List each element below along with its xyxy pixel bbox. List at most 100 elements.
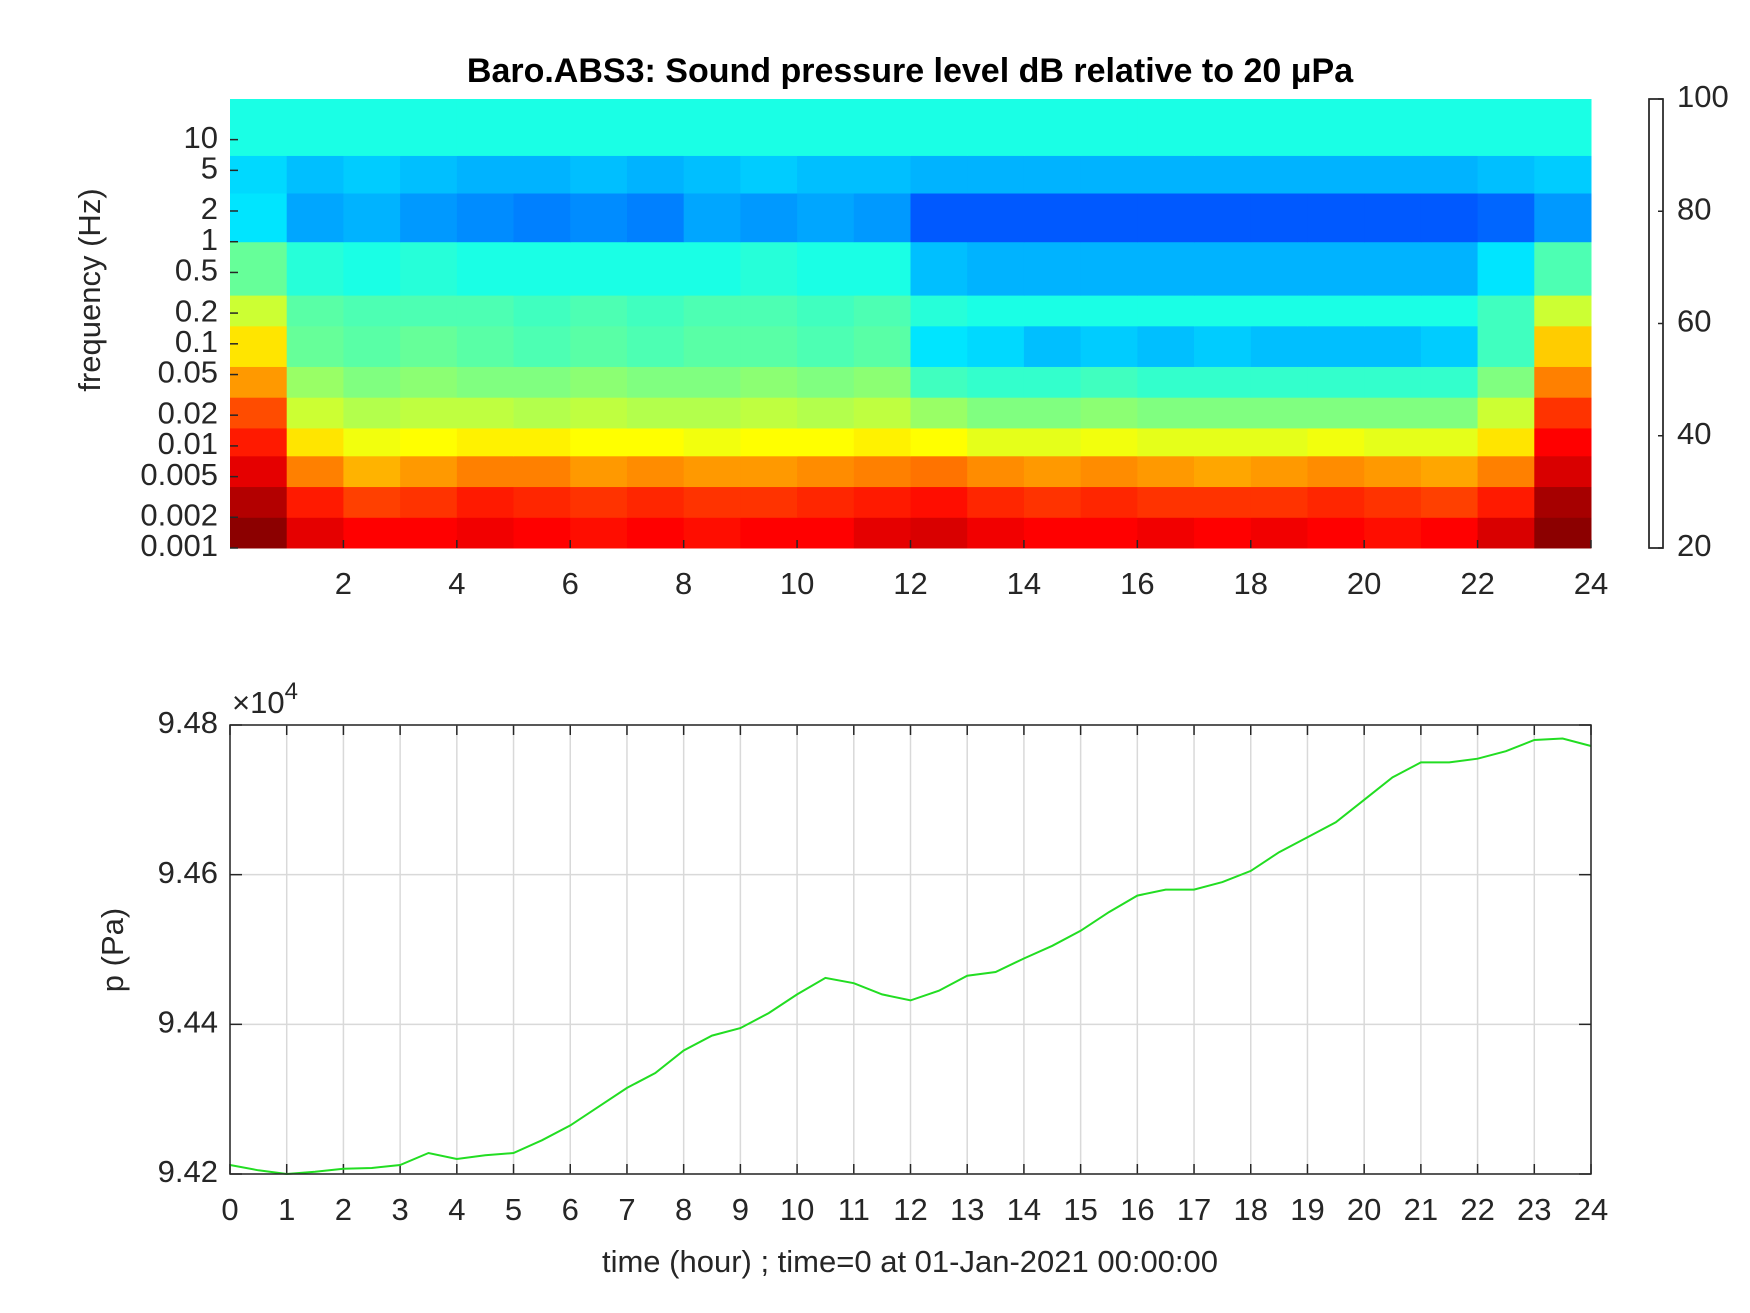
heat-cell: [343, 455, 401, 488]
heat-cell: [1080, 99, 1138, 156]
heat-cell: [626, 366, 685, 398]
heat-cell: [1250, 99, 1308, 156]
heat-cell: [400, 517, 458, 549]
heat-cell: [456, 366, 515, 398]
heat-cell: [1477, 193, 1535, 243]
heat-cell: [230, 99, 288, 156]
heat-cell: [1364, 486, 1422, 518]
heat-cell: [1534, 455, 1592, 488]
x-tick-label: 16: [1120, 1192, 1154, 1227]
heat-cell: [683, 193, 741, 243]
heat-cell: [1194, 486, 1252, 518]
heat-cell: [1080, 366, 1138, 398]
heat-cell: [343, 517, 401, 549]
heat-cell: [400, 455, 458, 488]
heat-cell: [853, 155, 911, 194]
heat-cell: [286, 193, 344, 243]
heat-cell: [1023, 193, 1082, 243]
heat-cell: [626, 427, 685, 457]
x-tick-label: 4: [448, 566, 465, 601]
heat-cell: [740, 241, 798, 296]
heat-cell: [1137, 427, 1195, 457]
heat-cell: [1023, 427, 1082, 457]
heat-cell: [797, 241, 855, 296]
axes-frame: [229, 724, 1592, 1175]
heat-cell: [740, 295, 798, 327]
heat-cell: [456, 241, 515, 296]
heat-cell: [570, 241, 628, 296]
heat-cell: [1477, 517, 1535, 549]
heat-cell: [230, 517, 288, 549]
heat-cell: [853, 486, 911, 518]
heat-cell: [797, 325, 855, 367]
heat-cell: [967, 155, 1025, 194]
heat-cell: [1250, 241, 1308, 296]
heat-cell: [1534, 325, 1592, 367]
x-tick-label: 11: [838, 1192, 870, 1227]
heat-cell: [1364, 155, 1422, 194]
heat-cell: [1307, 427, 1365, 457]
heat-cell: [400, 325, 458, 367]
heat-cell: [1194, 366, 1252, 398]
heat-cell: [683, 427, 741, 457]
heat-cell: [626, 486, 685, 518]
heat-cell: [570, 397, 628, 429]
heat-cell: [1137, 455, 1195, 488]
heat-cell: [1137, 397, 1195, 429]
heat-cell: [1250, 397, 1308, 429]
heat-cell: [1137, 366, 1195, 398]
y-tick-label: 0.002: [140, 497, 218, 532]
heat-cell: [1250, 193, 1308, 243]
heat-cell: [513, 295, 571, 327]
heat-cell: [230, 193, 288, 243]
heat-cell: [1194, 455, 1252, 488]
x-tick-label: 24: [1574, 1192, 1608, 1227]
heat-cell: [1137, 155, 1195, 194]
heat-cell: [626, 517, 685, 549]
heat-cell: [910, 241, 968, 296]
y-tick-label: 0.05: [158, 355, 218, 390]
heat-cell: [1364, 366, 1422, 398]
heat-cell: [1023, 486, 1082, 518]
heat-cell: [570, 427, 628, 457]
heat-cell: [343, 325, 401, 367]
heat-cell: [1364, 325, 1422, 367]
y-tick-label: 9.48: [158, 705, 218, 740]
heat-cell: [1023, 517, 1082, 549]
heat-cell: [740, 325, 798, 367]
heat-cell: [967, 366, 1025, 398]
heat-cell: [343, 366, 401, 398]
heat-cell: [1477, 295, 1535, 327]
heat-cell: [967, 99, 1025, 156]
heat-cell: [513, 366, 571, 398]
heat-cell: [910, 427, 968, 457]
x-tick-label: 8: [675, 1192, 692, 1227]
heat-cell: [513, 517, 571, 549]
x-tick-label: 24: [1574, 566, 1608, 601]
x-tick-label: 5: [505, 1192, 522, 1227]
heat-cell: [967, 397, 1025, 429]
y-tick-label: 0.1: [175, 324, 218, 359]
heat-cell: [456, 193, 515, 243]
heat-cell: [740, 517, 798, 549]
heat-cell: [1250, 455, 1308, 488]
heat-cell: [1194, 155, 1252, 194]
heat-cell: [740, 99, 798, 156]
heat-cell: [1194, 325, 1252, 367]
heat-cell: [513, 241, 571, 296]
heat-cell: [513, 155, 571, 194]
heat-cell: [1194, 397, 1252, 429]
heat-cell: [286, 427, 344, 457]
heat-cell: [1137, 325, 1195, 367]
heat-cell: [683, 366, 741, 398]
heat-cell: [1364, 193, 1422, 243]
heat-cell: [513, 325, 571, 367]
heat-cell: [1250, 155, 1308, 194]
heat-cell: [513, 99, 571, 156]
heat-cell: [343, 397, 401, 429]
colorbar-tick-label: 60: [1677, 304, 1711, 339]
heat-cell: [230, 241, 288, 296]
x-tick-label: 10: [780, 566, 814, 601]
heat-cell: [797, 193, 855, 243]
heat-cell: [1420, 295, 1479, 327]
